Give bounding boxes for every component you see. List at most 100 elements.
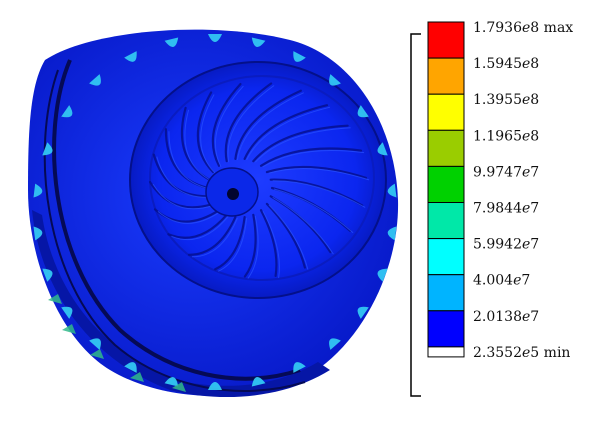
legend-label-2: 1.3955e8: [473, 92, 539, 108]
rim-stress-peak: [33, 226, 43, 241]
impeller-blade: [252, 124, 349, 163]
side-stress-spot: [90, 349, 104, 359]
impeller-blade-highlight: [262, 210, 280, 278]
impeller-blade: [196, 91, 215, 174]
impeller-blade: [259, 209, 278, 277]
side-stress-spot: [172, 382, 186, 392]
impeller-blade-highlight: [157, 210, 222, 224]
rim-stress-peak: [208, 34, 222, 42]
impeller-blade: [265, 202, 306, 269]
rim-stress-peak: [61, 105, 73, 118]
impeller-side-face: [32, 210, 330, 398]
legend-swatch-6: [427, 238, 465, 276]
rim-stress-peak: [329, 338, 341, 350]
legend-swatch-8: [427, 310, 465, 348]
impeller-blade: [211, 83, 242, 167]
legend-label-6: 5.9942e7: [473, 237, 539, 253]
blade-group: [148, 82, 370, 279]
impeller-blade-highlight: [217, 218, 248, 272]
rim-stress-peak: [251, 37, 266, 48]
rim-stress-peak: [387, 226, 397, 241]
impeller-blade: [243, 104, 329, 160]
legend-swatch-4: [427, 165, 465, 203]
legend-swatch-7: [427, 274, 465, 312]
impeller-blade: [187, 216, 237, 256]
impeller-blade: [167, 213, 228, 239]
legend-label-3: 1.1965e8: [473, 128, 539, 144]
impeller-blade-highlight: [227, 85, 275, 163]
impeller-blade: [234, 89, 302, 160]
rim-stress-peak: [164, 376, 179, 387]
impeller-blade-highlight: [254, 127, 351, 163]
impeller-blade: [214, 216, 246, 271]
rim-seam-line: [52, 59, 301, 381]
impeller-blade: [243, 213, 257, 278]
impeller-blade-highlight: [246, 106, 331, 161]
impeller-blade-highlight: [268, 204, 309, 270]
legend-label-4: 9.9747e7: [473, 164, 539, 180]
impeller-blade: [265, 165, 368, 179]
side-stress-spot: [62, 324, 76, 334]
impeller-blade-highlight: [191, 217, 238, 258]
impeller-blade-highlight: [272, 180, 366, 208]
legend-swatch-3: [427, 129, 465, 167]
rim-stress-peak: [293, 51, 306, 62]
legend-label-0: 1.7936e8 max: [473, 20, 573, 36]
legend-label-7: 4.004e7: [473, 273, 530, 289]
rim-peak-group: [33, 34, 397, 392]
impeller-blade-highlight: [200, 94, 216, 174]
rim-stress-peak: [42, 142, 53, 156]
impeller-blade-highlight: [268, 168, 370, 181]
impeller-blade-highlight: [171, 215, 230, 241]
impeller-stress-model: [28, 29, 399, 398]
rim-stress-peak: [251, 376, 266, 387]
impeller-blade-highlight: [184, 109, 212, 182]
impeller-blade-highlight: [152, 183, 216, 210]
rim-stress-peak: [124, 362, 137, 373]
rim-seam-line-2: [43, 69, 306, 392]
impeller-blade-highlight: [247, 215, 259, 279]
impeller-blade-highlight: [236, 92, 305, 160]
legend-swatch-0: [427, 21, 465, 59]
impeller-blade-highlight: [214, 85, 244, 168]
rim-stress-peak: [42, 268, 53, 282]
legend-label-5: 7.9844e7: [473, 201, 539, 217]
impeller-blade-highlight: [156, 156, 212, 198]
rim-stress-peak: [61, 306, 73, 319]
rim-stress-peak: [357, 105, 369, 118]
impeller-blade: [148, 181, 215, 209]
impeller-blade: [259, 147, 363, 167]
rim-stress-peak: [387, 183, 397, 198]
side-stress-spot: [130, 372, 144, 382]
color-legend: 1.7936e8 max 1.5945e8 1.3955e8 1.1965e8 9.97…: [410, 20, 573, 397]
legend-swatch-1: [427, 57, 465, 95]
legend-label-8: 2.0138e7: [473, 309, 539, 325]
impeller-blade-highlight: [262, 149, 365, 168]
legend-label-1: 1.5945e8: [473, 56, 539, 72]
rim-stress-peak: [293, 362, 306, 373]
legend-label-9: 2.3552e5 min: [473, 345, 570, 361]
legend-bracket: [410, 33, 421, 397]
rim-stress-peak: [208, 382, 222, 390]
impeller-blade: [224, 82, 273, 163]
legend-swatch-2: [427, 93, 465, 131]
rim-stress-peak: [124, 51, 137, 62]
hub-inner-ring: [149, 75, 375, 281]
rim-stress-peak: [33, 183, 43, 198]
rim-stress-peak: [164, 37, 179, 48]
impeller-blade-highlight: [168, 131, 211, 190]
rim-stress-peak: [377, 142, 388, 156]
rim-stress-peak: [89, 338, 101, 350]
legend-swatch-9: [427, 346, 465, 358]
rim-stress-peak: [329, 74, 341, 86]
legend-swatches: [427, 21, 465, 358]
legend-labels: 1.7936e8 max 1.5945e8 1.3955e8 1.1965e8 9.97…: [473, 20, 573, 361]
hub-disc-outline: [129, 61, 387, 299]
legend-swatch-5: [427, 202, 465, 240]
side-stress-spot: [48, 294, 62, 304]
rim-stress-peak: [377, 268, 388, 282]
impeller-blade-highlight: [273, 188, 354, 234]
rim-stress-peak: [89, 74, 101, 86]
